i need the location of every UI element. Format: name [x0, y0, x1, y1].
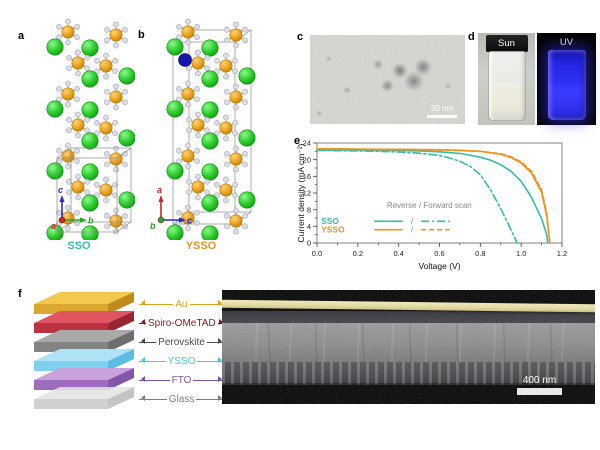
vial-photos: Sun UV: [478, 33, 596, 125]
svg-text:4: 4: [307, 222, 311, 231]
svg-text:0.2: 0.2: [353, 249, 363, 258]
left-arrow-icon: [139, 395, 167, 402]
panel-label-f: f: [18, 288, 22, 300]
left-arrow-icon: [139, 357, 166, 364]
stack-layer-au: [34, 292, 134, 314]
panel-label-c: c: [297, 31, 304, 43]
tem-scale-line: [427, 115, 457, 118]
panel-label-e: e: [294, 135, 301, 147]
svg-text:a: a: [51, 221, 56, 231]
right-arrow-icon: [217, 319, 225, 326]
crystal-structure-sso: c b a: [46, 18, 135, 240]
left-arrow-icon: [139, 376, 170, 383]
right-arrow-icon: [196, 395, 224, 402]
svg-text:YSSO: YSSO: [321, 224, 345, 234]
left-arrow-icon: [139, 338, 157, 345]
layer-name: YSSO: [167, 355, 196, 367]
stack-layer-ysso: [34, 349, 134, 371]
right-arrow-icon: [197, 357, 225, 364]
layer-label-perovskite: Perovskite: [139, 336, 224, 348]
layer-label-glass: Glass: [139, 393, 224, 405]
sem-scale-line: [517, 388, 562, 395]
layer-label-fto: FTO: [139, 374, 225, 386]
svg-text:1.2: 1.2: [557, 249, 567, 258]
svg-text:8: 8: [307, 205, 311, 214]
layer-name: Spiro-OMeTAD: [148, 317, 216, 329]
svg-text:16: 16: [303, 172, 311, 181]
layer-name: Au: [175, 298, 188, 310]
svg-text:b: b: [88, 216, 94, 226]
left-arrow-icon: [139, 319, 146, 326]
right-arrow-icon: [189, 300, 225, 307]
svg-text:b: b: [150, 221, 156, 231]
layer-label-ysso: YSSO: [139, 355, 225, 367]
right-arrow-icon: [193, 376, 225, 383]
svg-text:c: c: [187, 216, 192, 226]
vial-photo-uv: UV: [537, 33, 596, 125]
stack-layer-perovskite: [34, 330, 134, 352]
vial-body-sun: [487, 51, 526, 121]
right-arrow-icon: [206, 338, 224, 345]
svg-text:c: c: [58, 185, 63, 195]
svg-text:Current density (mA cm⁻²): Current density (mA cm⁻²): [296, 143, 306, 242]
stack-layer-spiro-ometad: [34, 311, 134, 333]
sem-scale-label: 400 nm: [522, 375, 557, 386]
tem-image: 20 nm: [310, 35, 465, 124]
vial-photo-sun: Sun: [478, 33, 535, 125]
tem-scale-bar: 20 nm: [427, 104, 457, 118]
svg-text:Reverse / Forward scan: Reverse / Forward scan: [387, 201, 472, 210]
panel-label-a: a: [18, 30, 25, 42]
svg-text:Voltage (V): Voltage (V): [418, 261, 460, 271]
vial-cap: Sun: [485, 35, 528, 52]
stack-layer-glass: [34, 387, 134, 409]
svg-text:0.8: 0.8: [475, 249, 485, 258]
sem-cross-section: 400 nm: [222, 290, 595, 404]
layer-name: FTO: [171, 374, 192, 386]
layer-name: Glass: [168, 393, 195, 405]
sem-scale-bar: 400 nm: [517, 375, 562, 395]
svg-text:20: 20: [303, 155, 311, 164]
tem-scale-label: 20 nm: [430, 104, 454, 114]
svg-text:0: 0: [307, 239, 311, 248]
panel-label-b: b: [138, 29, 145, 41]
stack-layer-fto: [34, 368, 134, 390]
left-arrow-icon: [139, 300, 174, 307]
svg-text:/: /: [411, 225, 414, 234]
sem-spiro-layer: [222, 311, 595, 323]
layer-label-au: Au: [139, 298, 225, 310]
crystal-title-sso: SSO: [67, 240, 91, 252]
jv-curve-chart: 0.0 0.2 0.4 0.6 0.8 1.0 1.2 0 4 8 12 16 20 24 Voltage …: [296, 139, 567, 271]
svg-text:0.0: 0.0: [312, 249, 322, 258]
panel-label-d: d: [468, 31, 475, 43]
layer-label-spiro-ometad: Spiro-OMeTAD: [139, 317, 225, 329]
svg-text:0.6: 0.6: [434, 249, 444, 258]
svg-text:0.4: 0.4: [393, 249, 403, 258]
sem-perovskite-layer: [222, 323, 595, 362]
sun-label: Sun: [498, 38, 515, 49]
svg-text:SSO: SSO: [321, 216, 339, 226]
svg-text:a: a: [157, 185, 162, 195]
uv-label: UV: [559, 37, 574, 48]
layer-name: Perovskite: [158, 336, 205, 348]
svg-text:12: 12: [303, 189, 311, 198]
svg-text:/: /: [411, 217, 414, 226]
crystal-title-ysso: YSSO: [185, 240, 217, 252]
svg-text:24: 24: [303, 139, 311, 148]
device-stack-schematic: [34, 292, 134, 409]
svg-text:1.0: 1.0: [516, 249, 526, 258]
crystal-structure-ysso: a c b: [150, 18, 256, 240]
vial-body-uv: [547, 50, 586, 120]
